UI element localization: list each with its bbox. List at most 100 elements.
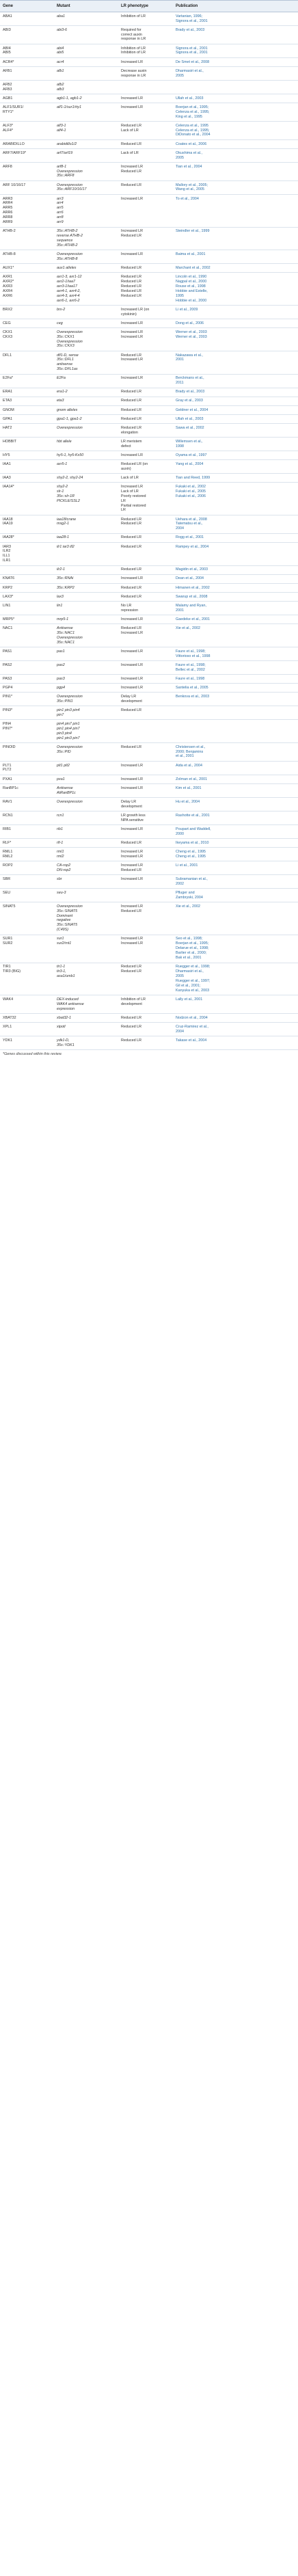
cell-mutant: afb1: [54, 66, 118, 81]
cell-publication: Dharmasiri et al., 2005: [173, 66, 298, 81]
cell-gene: PXA1: [0, 775, 54, 785]
cell-publication: Nakazawa et al., 2001: [173, 351, 298, 375]
cell-publication: Kim et al., 2001: [173, 783, 298, 799]
cell-publication: Li et al., 2001: [173, 861, 298, 876]
cell-mutant: shy2-2, shy2-24: [54, 473, 118, 483]
cell-publication: Benkova et al., 2003: [173, 692, 298, 707]
cell-lr-phenotype: Lack of LR: [118, 473, 173, 483]
cell-gene: PAS3: [0, 674, 54, 684]
table-row: LAX3* lax3 Reduced LR Swarup et al., 2008: [0, 592, 298, 602]
table-row: ilr2-1 Reduced LR Magidin et al., 2003: [0, 565, 298, 575]
cell-mutant: sbr: [54, 874, 118, 889]
table-body: ABA1 aba1 Inhibition of LR Vartanian, 1996;…: [0, 12, 298, 1051]
cell-gene: AXR1 AXR2* AXR3 AXR4 AXR6: [0, 272, 54, 306]
cell-mutant: axr5-1: [54, 459, 118, 474]
cell-lr-phenotype: Reduced LR: [118, 742, 173, 762]
cell-publication: [173, 80, 298, 94]
table-row: IAA14* shy2-2 slr-1 35s::slr-1R PICKLE/SS…: [0, 482, 298, 515]
cell-gene: ABA1: [0, 12, 54, 26]
cell-publication: Himanen et al., 2002: [173, 583, 298, 593]
table-row: AFB2 AFB3 afb2 afb3: [0, 80, 298, 94]
cell-publication: Lally et al., 2001: [173, 995, 298, 1015]
cell-lr-phenotype: Increased LR: [118, 57, 173, 68]
cell-lr-phenotype: Increased LR: [118, 319, 173, 329]
cell-lr-phenotype: Reduced LR Reduced LR: [118, 515, 173, 534]
cell-mutant: mrp5-1: [54, 615, 118, 625]
cell-lr-phenotype: Increased LR Reduced LR: [118, 162, 173, 181]
table-row: GNOM gnom alleles Reduced LR Geldner et al.…: [0, 405, 298, 416]
cell-gene: ARF8: [0, 162, 54, 181]
cell-gene: PLT1 PLT2: [0, 761, 54, 775]
cell-lr-phenotype: Increased LR Increased LR: [118, 327, 173, 351]
cell-lr-phenotype: Reduced LR: [118, 1022, 173, 1037]
cell-lr-phenotype: Reduced LR: [118, 397, 173, 406]
cell-publication: Geldner et al., 2004: [173, 405, 298, 416]
cell-mutant: pxa1: [54, 775, 118, 785]
cell-lr-phenotype: Reduced LR Reduced LR Reduced LR Reduced…: [118, 272, 173, 306]
table-row: RIB1 rib1 Increased LR Poupart and Waddell,…: [0, 824, 298, 840]
cell-mutant: arabidillo1/2: [54, 139, 118, 150]
cell-lr-phenotype: Increased LR: [118, 761, 173, 775]
table-row: YDK1 ydk1-D, 35s::YDK1 Reduced LR Takase et…: [0, 1036, 298, 1051]
table-row: IAA18 IAA19 iaa18/crane msg2-1 Reduced LR …: [0, 515, 298, 534]
table-row: ABA1 aba1 Inhibition of LR Vartanian, 1996;…: [0, 12, 298, 26]
cell-mutant: eta3: [54, 397, 118, 406]
cell-lr-phenotype: Reduced LR: [118, 405, 173, 416]
cell-publication: Zolman et al., 2001: [173, 775, 298, 785]
cell-mutant: rcn1: [54, 811, 118, 826]
cell-publication: Dean et al., 2004: [173, 574, 298, 584]
cell-gene: PIN1*: [0, 692, 54, 707]
cell-gene: MRP5*: [0, 615, 54, 625]
cell-publication: Brady et al., 2003: [173, 25, 298, 44]
cell-lr-phenotype: Increased LR Increased LR: [118, 935, 173, 963]
cell-mutant: DEX-induced WAK4 antisense expression: [54, 995, 118, 1015]
cell-gene: ERA1: [0, 388, 54, 397]
cell-lr-phenotype: Reduced LR: [118, 414, 173, 425]
cell-gene: ABI4 ABI5: [0, 44, 54, 58]
cell-lr-phenotype: Increased LR: [118, 103, 173, 122]
cell-lr-phenotype: Increased LR: [118, 874, 173, 889]
cell-gene: IAA3: [0, 473, 54, 483]
cell-mutant: pas3: [54, 674, 118, 684]
cell-publication: Okushima et al., 2005: [173, 148, 298, 163]
cell-publication: Subramanian et al., 2002: [173, 874, 298, 889]
gene-lr-phenotype-table: Gene Mutant LR phenotype Publication ABA…: [0, 0, 298, 1051]
table-row: ARF8 arf8-1 Overexpression 35s::ARF8 Incre…: [0, 162, 298, 181]
cell-gene: LIN1: [0, 601, 54, 616]
table-row: HY5 hy5-1, hy5-Ks50 Increased LR Oyama et a…: [0, 451, 298, 461]
cell-mutant: ilr2-1: [54, 565, 118, 575]
cell-mutant: acr4: [54, 57, 118, 68]
cell-gene: RanBP1c: [0, 783, 54, 799]
cell-publication: Werner et al., 2003 Werner et al., 2003: [173, 327, 298, 351]
cell-mutant: lax3: [54, 592, 118, 602]
cell-lr-phenotype: Increased LR: [118, 94, 173, 104]
cell-publication: Xie et al., 2002: [173, 902, 298, 935]
cell-lr-phenotype: Reduced LR Increased LR: [118, 351, 173, 375]
cell-mutant: seu-3: [54, 888, 118, 903]
cell-mutant: alf3-1 alf4-1: [54, 121, 118, 140]
cell-mutant: Overexpression 35s::PIN1: [54, 692, 118, 707]
table-container: Gene Mutant LR phenotype Publication ABA…: [0, 0, 298, 1059]
cell-publication: De Smet et al., 2008: [173, 57, 298, 68]
cell-gene: YDK1: [0, 1036, 54, 1051]
table-row: PAS1 pas1 Increased LR Faure et al., 1998; …: [0, 647, 298, 662]
cell-gene: SBR: [0, 874, 54, 889]
cell-lr-phenotype: Reduced LR Lack of LR: [118, 121, 173, 140]
cell-mutant: axr1-3, axr1-12 axr2-1/iaa7 axr3-1/iaa17…: [54, 272, 118, 306]
cell-gene: ATHB-8: [0, 250, 54, 265]
header-row: Gene Mutant LR phenotype Publication: [0, 0, 298, 12]
cell-gene: KRP2: [0, 583, 54, 593]
table-row: KRP2 35s::KRP2 Reduced LR Himanen et al., 2…: [0, 583, 298, 593]
cell-lr-phenotype: Reduced LR elongation: [118, 423, 173, 438]
table-row: RanBP1c Antisense AtRanBP1c Increased LR Ki…: [0, 783, 298, 799]
table-row: IAA28* iaa28-1 Reduced LR Rogg et al., 2001: [0, 533, 298, 543]
table-row: BRX2 brx-2 Increased LR (on cytokinin) Li e…: [0, 305, 298, 320]
cell-publication: Brady et al., 2003: [173, 388, 298, 397]
cell-gene: AFB1: [0, 66, 54, 81]
table-row: ATHB-2 35s::ATHB-2 reverse ATHB-2 sequenc…: [0, 227, 298, 251]
cell-mutant: hy5-1, hy5-Ks50: [54, 451, 118, 461]
cell-lr-phenotype: Reduced LR: [118, 139, 173, 150]
table-row: PAS3 pas3 Increased LR Faure et al., 1998: [0, 674, 298, 684]
table-row: CKX1 CKX3 Overexpression 35s::CKX1 Overex…: [0, 327, 298, 351]
cell-lr-phenotype: Reduced LR: [118, 706, 173, 721]
